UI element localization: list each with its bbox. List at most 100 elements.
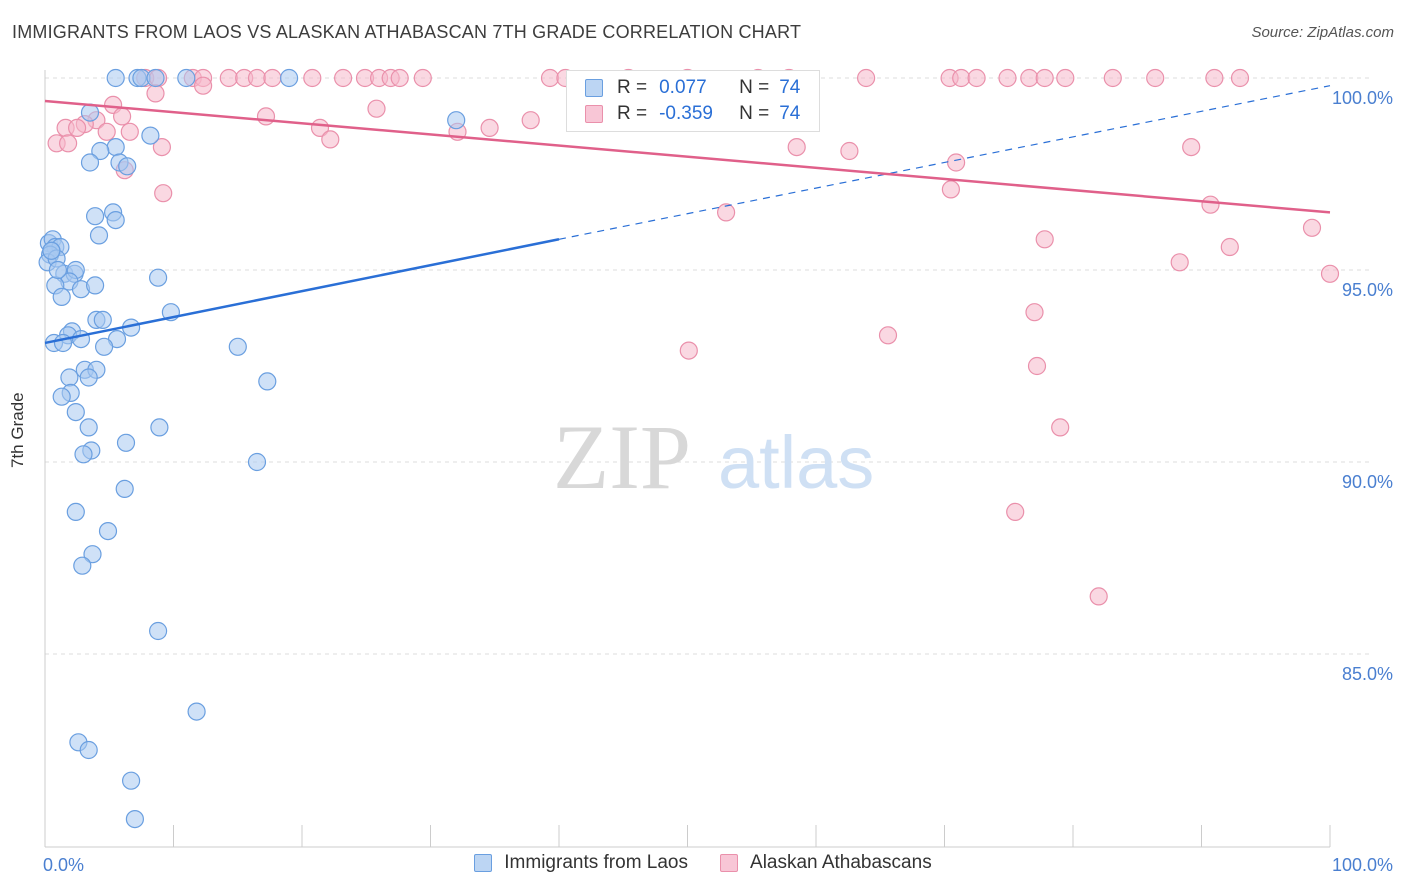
- laos-point: [116, 433, 136, 452]
- laos-point: [106, 138, 125, 157]
- y-axis-label: 7th Grade: [8, 392, 27, 468]
- athabascan-point: [1146, 68, 1165, 88]
- athabascan-trend: [44, 99, 1331, 214]
- athabascan-point: [58, 134, 78, 153]
- laos-point: [42, 241, 61, 260]
- laos-point: [141, 126, 160, 145]
- laos-point: [71, 330, 91, 349]
- laos-trend-dashed: [558, 85, 1331, 240]
- correlation-legend: R = 0.077 N = 74 R = -0.359 N = 74: [566, 70, 820, 132]
- n-label: N =: [739, 103, 770, 124]
- athabascan-point: [146, 84, 165, 103]
- athabascan-point: [1205, 68, 1224, 88]
- athabascan-point: [67, 118, 87, 138]
- athabascan-point: [120, 122, 139, 141]
- trend-lines: [44, 85, 1331, 345]
- laos-point: [93, 310, 112, 329]
- laos-point: [85, 276, 105, 295]
- laos-point: [106, 211, 125, 230]
- athabascan-point: [1320, 264, 1340, 283]
- laos-point: [118, 157, 137, 176]
- laos-point: [228, 337, 247, 356]
- athabascan-point: [946, 153, 966, 172]
- athabascan-point: [1089, 587, 1108, 606]
- n-label: N =: [739, 77, 770, 98]
- athabascan-point: [716, 203, 736, 222]
- r-label: R =: [617, 103, 648, 124]
- legend-row-laos: R = 0.077 N = 74: [585, 76, 805, 100]
- laos-point: [258, 372, 277, 391]
- y-tick-label: 100.0%: [1332, 88, 1393, 108]
- legend-label: Alaskan Athabascans: [750, 852, 932, 873]
- athabascan-point: [247, 68, 267, 88]
- athabascan-point: [413, 68, 432, 88]
- athabascan-point: [219, 68, 238, 88]
- athabascan-point: [1220, 237, 1239, 257]
- y-tick-label: 90.0%: [1342, 472, 1393, 492]
- laos-point: [447, 111, 466, 130]
- zipatlas-watermark: ZIP atlas: [553, 406, 874, 508]
- athabascan-point: [1201, 195, 1220, 214]
- legend-swatch-pink: [720, 854, 739, 872]
- laos-point: [150, 418, 169, 437]
- laos-point: [66, 403, 85, 422]
- laos-point: [146, 68, 165, 88]
- laos-point: [94, 337, 114, 356]
- laos-point: [106, 68, 125, 88]
- laos-point: [149, 621, 168, 641]
- athabascan-point: [256, 107, 276, 126]
- laos-trend-solid: [44, 238, 560, 345]
- legend-item-athabascan[interactable]: Alaskan Athabascans: [720, 852, 932, 874]
- athabascan-point: [334, 68, 353, 88]
- athabascan-point: [480, 118, 499, 138]
- legend-row-athabascan: R = -0.359 N = 74: [585, 102, 805, 126]
- laos-point: [187, 702, 206, 721]
- athabascan-point: [952, 68, 971, 88]
- laos-point: [177, 68, 196, 88]
- athabascan-point: [1182, 138, 1201, 157]
- athabascan-point: [1006, 502, 1025, 521]
- laos-point: [52, 387, 71, 406]
- athabascan-point: [1056, 68, 1075, 88]
- athabascan-point: [97, 122, 116, 141]
- watermark-zip: ZIP: [553, 406, 691, 508]
- athabascan-point: [367, 99, 386, 118]
- athabascan-point: [679, 341, 698, 360]
- athabascan-point: [1302, 218, 1322, 237]
- laos-point: [73, 556, 92, 575]
- laos-point: [149, 268, 168, 287]
- laos-point: [80, 153, 100, 172]
- chart-title: IMMIGRANTS FROM LAOS VS ALASKAN ATHABASC…: [12, 22, 802, 42]
- athabascan-point: [840, 141, 859, 161]
- athabascan-point: [856, 68, 876, 88]
- laos-point: [85, 207, 105, 226]
- athabascan-point: [1020, 68, 1039, 88]
- legend-label: Immigrants from Laos: [504, 852, 689, 873]
- athabascan-point: [1027, 356, 1047, 376]
- r-value: 0.077: [659, 77, 707, 98]
- athabascan-point: [321, 130, 340, 149]
- laos-point: [79, 418, 98, 437]
- y-tick-label: 95.0%: [1342, 280, 1393, 300]
- data-points: [38, 68, 1340, 829]
- athabascan-point: [787, 138, 806, 157]
- laos-point: [115, 479, 134, 498]
- gridlines: [45, 77, 1370, 655]
- athabascan-point: [152, 138, 171, 157]
- r-value: -0.359: [659, 103, 713, 124]
- laos-point: [79, 368, 98, 387]
- laos-point: [122, 771, 141, 790]
- athabascan-point: [1170, 253, 1189, 272]
- laos-point: [98, 521, 118, 541]
- r-label: R =: [617, 77, 648, 98]
- athabascan-point: [941, 180, 961, 199]
- legend-swatch-pink: [585, 105, 603, 123]
- x-tick-label: 100.0%: [1332, 855, 1393, 875]
- legend-item-laos[interactable]: Immigrants from Laos: [474, 852, 688, 874]
- laos-point: [125, 809, 144, 829]
- x-tick-labels: 0.0% 100.0%: [43, 855, 1393, 875]
- n-value: 74: [779, 77, 801, 98]
- laos-point: [48, 260, 68, 280]
- laos-point: [91, 141, 110, 161]
